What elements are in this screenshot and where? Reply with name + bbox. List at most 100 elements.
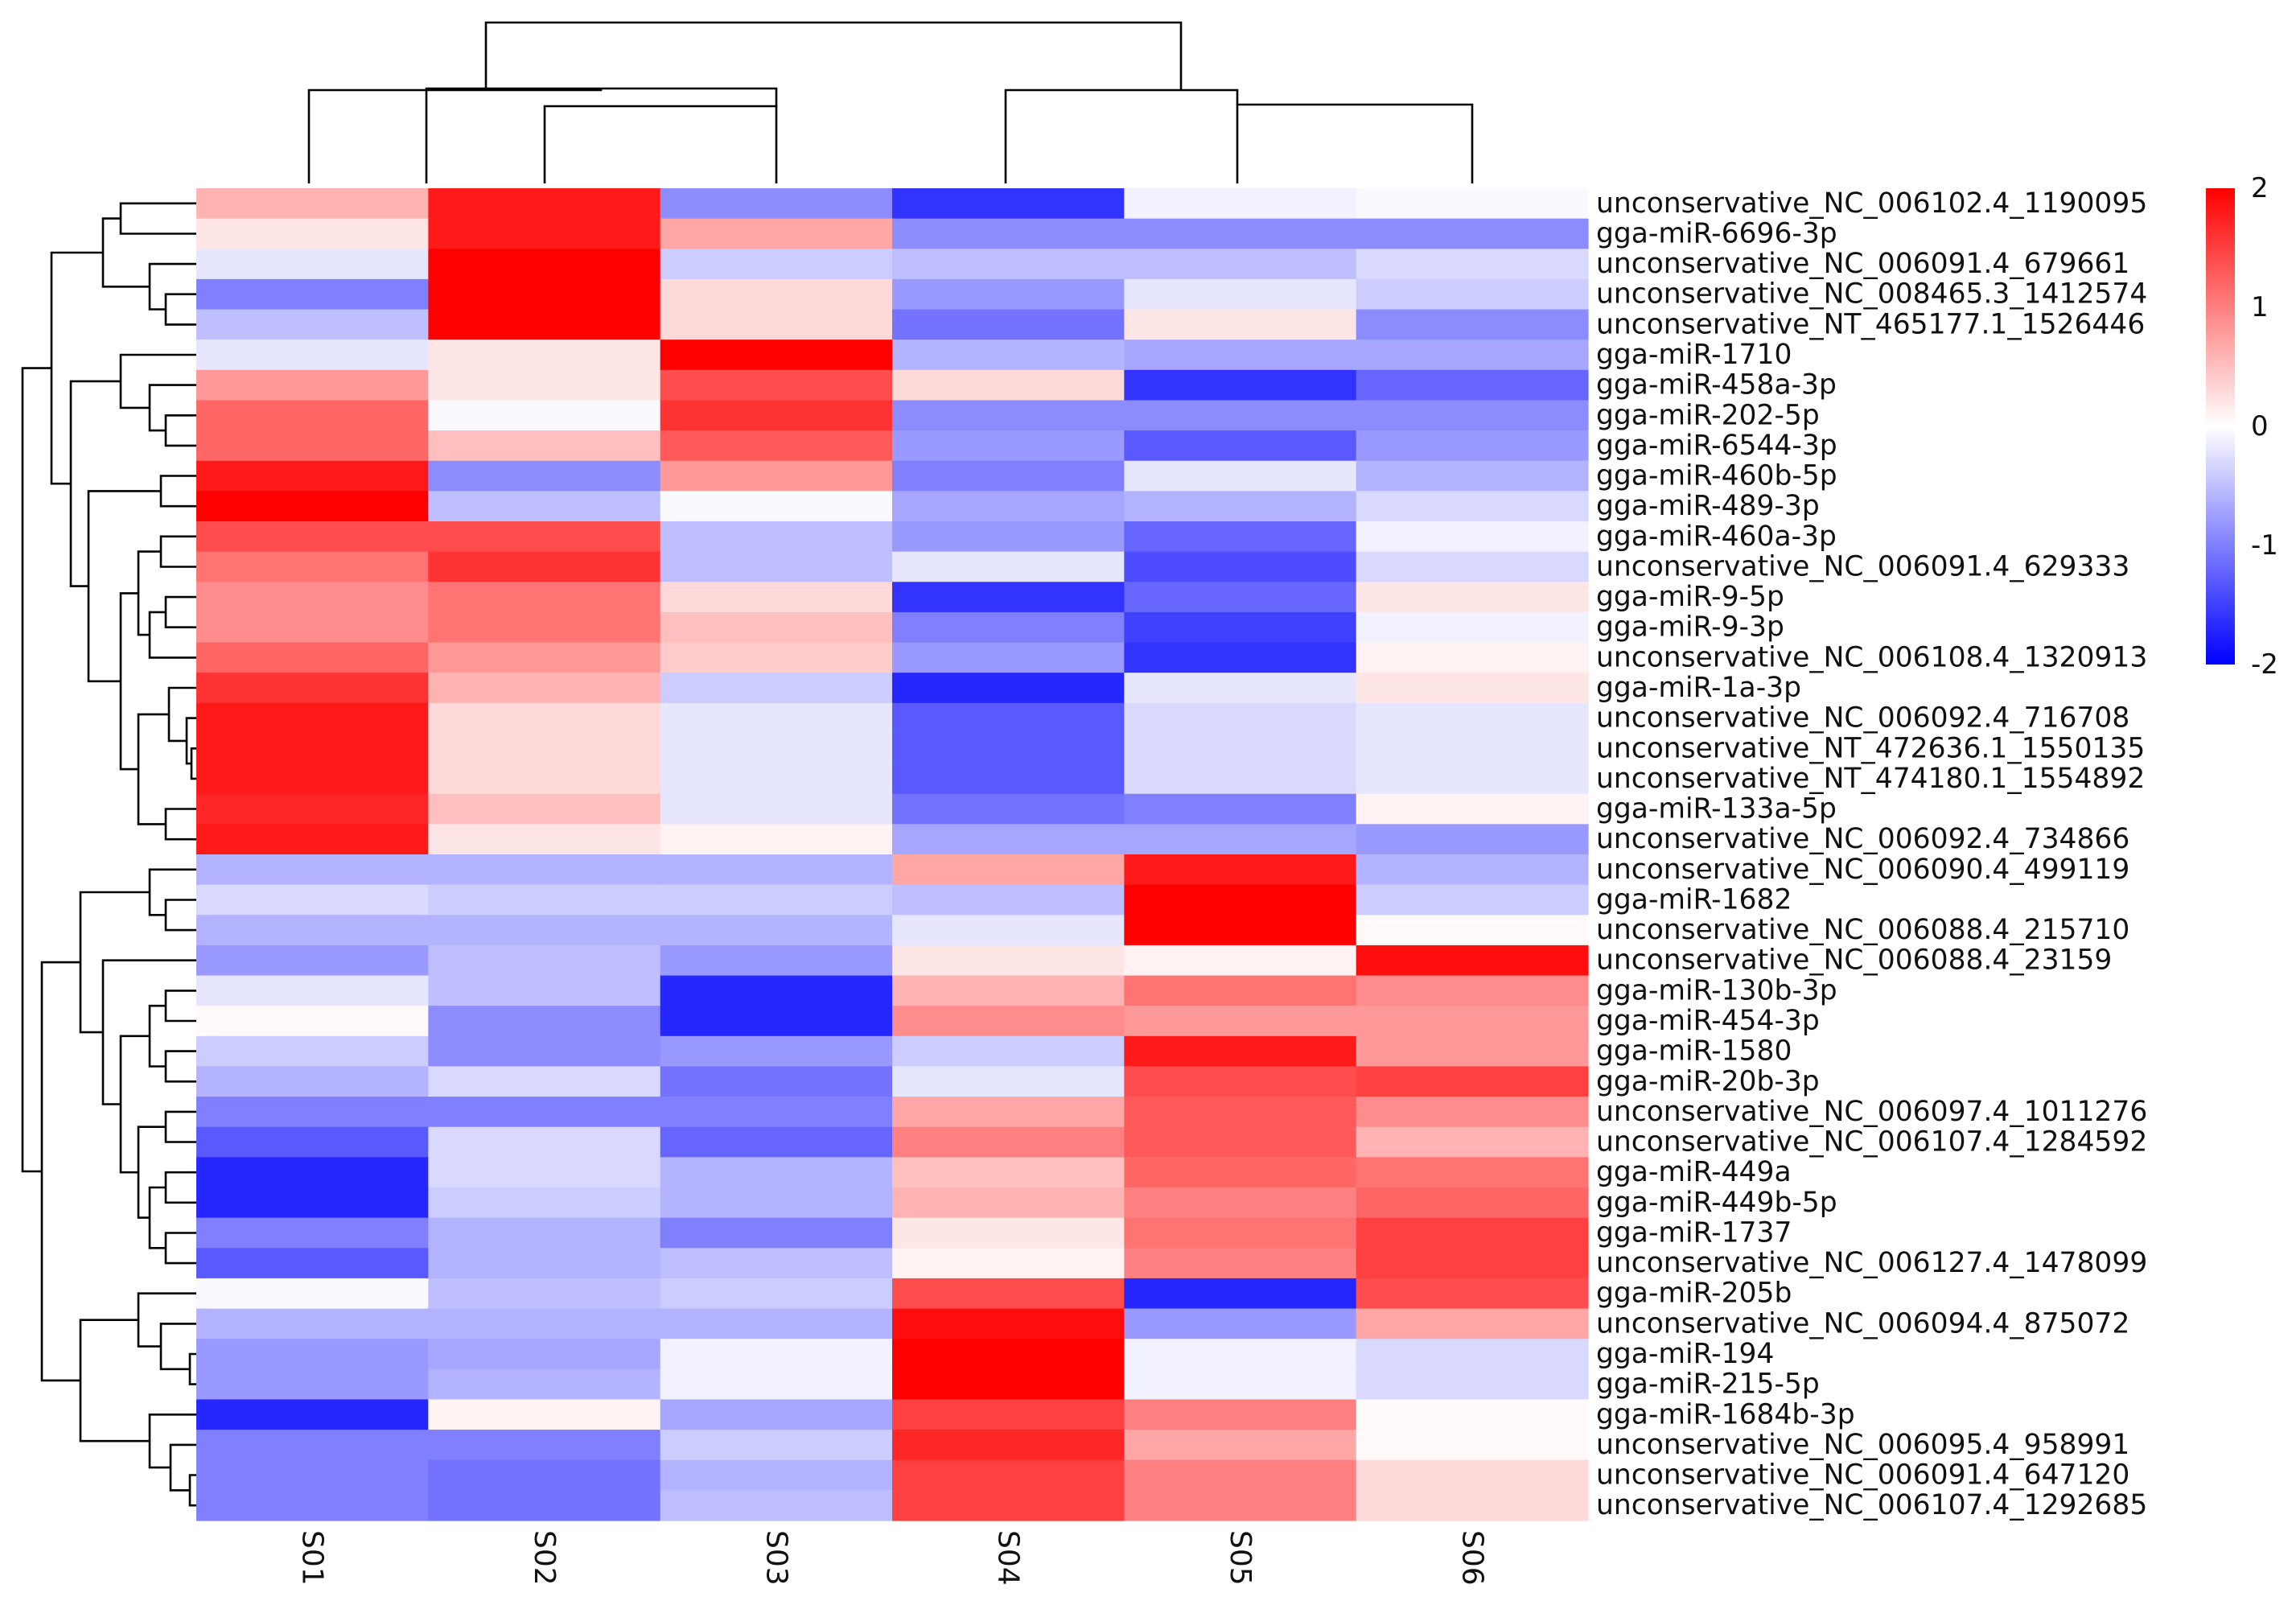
heatmap-cell: [660, 582, 893, 613]
heatmap-cell: [428, 249, 661, 280]
heatmap-cell: [660, 1157, 893, 1188]
row-label: gga-miR-1710: [1596, 339, 1792, 371]
heatmap-cell: [428, 521, 661, 553]
row-label: unconservative_NC_006092.4_716708: [1596, 702, 2129, 735]
heatmap-cell: [660, 824, 893, 855]
dendrogram-branch: [148, 1186, 166, 1249]
dendrogram-branch: [188, 1474, 196, 1507]
heatmap-cell: [1124, 430, 1357, 462]
heatmap-cell: [892, 1248, 1125, 1279]
dendrogram-branch: [164, 808, 196, 841]
heatmap-cell: [660, 188, 893, 220]
heatmap-cell: [892, 1430, 1125, 1461]
heatmap-cell: [892, 521, 1125, 553]
dendrogram-branch: [543, 105, 778, 183]
row-label: gga-miR-20b-3p: [1596, 1065, 1820, 1097]
heatmap-cell: [1356, 854, 1589, 886]
heatmap-cell: [660, 854, 893, 886]
heatmap-cell: [660, 1126, 893, 1158]
heatmap-cell: [892, 642, 1125, 673]
heatmap-cell: [1124, 944, 1357, 977]
heatmap-cell: [660, 1308, 893, 1340]
heatmap-cell: [1124, 1097, 1357, 1128]
heatmap-cell: [1356, 1066, 1589, 1097]
heatmap-cell: [660, 642, 893, 673]
heatmap-cell: [1356, 1248, 1589, 1279]
heatmap-cell: [196, 1035, 429, 1068]
heatmap-cell: [428, 460, 661, 492]
dendrogram-branch: [148, 262, 196, 311]
dendrogram-branch: [148, 1004, 166, 1068]
heatmap-cell: [1356, 218, 1589, 249]
heatmap-cell: [1124, 188, 1357, 220]
heatmap-cell: [1356, 1308, 1589, 1340]
heatmap-cell: [660, 1187, 893, 1219]
heatmap-cell: [892, 793, 1125, 825]
heatmap-cell: [660, 944, 893, 977]
heatmap-cell: [1124, 611, 1357, 644]
row-label: unconservative_NC_006095.4_958991: [1596, 1429, 2129, 1461]
heatmap-cell: [1356, 1399, 1589, 1430]
dendrogram-branch: [164, 414, 196, 447]
heatmap-cell: [428, 1187, 661, 1219]
column-dendrogram: [307, 21, 1474, 183]
heatmap-cell: [1124, 369, 1357, 401]
row-label: gga-miR-1737: [1596, 1216, 1792, 1249]
dendrogram-branch: [169, 1443, 196, 1492]
heatmap-cell: [660, 1006, 893, 1037]
heatmap-cell: [892, 1399, 1125, 1430]
heatmap-cell: [1124, 642, 1357, 673]
heatmap-cell: [892, 824, 1125, 855]
heatmap-cell: [428, 1035, 661, 1068]
row-label: unconservative_NC_006107.4_1292685: [1596, 1489, 2147, 1521]
row-label: gga-miR-458a-3p: [1596, 369, 1837, 401]
heatmap-cell: [1124, 1157, 1357, 1188]
heatmap-cell: [196, 521, 429, 553]
row-label: unconservative_NC_006092.4_734866: [1596, 823, 2129, 855]
heatmap-cell: [892, 1339, 1125, 1370]
heatmap-cell: [428, 733, 661, 764]
heatmap-cell: [892, 975, 1125, 1006]
heatmap-cell: [196, 1126, 429, 1158]
heatmap-cell: [196, 642, 429, 673]
dendrogram-branch: [1236, 103, 1474, 183]
heatmap-cell: [1356, 702, 1589, 735]
heatmap-cell: [892, 582, 1125, 613]
row-label: gga-miR-6696-3p: [1596, 217, 1837, 249]
heatmap-cell: [1356, 1006, 1589, 1037]
dendrogram-branch: [119, 1035, 150, 1174]
heatmap-cell: [1124, 1187, 1357, 1219]
heatmap-cell: [892, 369, 1125, 401]
heatmap-cell: [1124, 793, 1357, 825]
heatmap-cell: [1356, 1430, 1589, 1461]
heatmap-cell: [892, 249, 1125, 280]
heatmap-cell: [196, 218, 429, 249]
heatmap-cell: [428, 1430, 661, 1461]
heatmap-cell: [196, 702, 429, 735]
row-label: gga-miR-1684b-3p: [1596, 1398, 1855, 1430]
dendrogram-branch: [21, 367, 51, 1173]
heatmap-cell: [660, 460, 893, 492]
heatmap-cell: [1356, 278, 1589, 311]
heatmap-cell: [892, 460, 1125, 492]
heatmap-cell: [196, 763, 429, 795]
heatmap-cell: [1124, 975, 1357, 1006]
heatmap-cell: [1356, 793, 1589, 825]
heatmap-cell: [892, 854, 1125, 886]
dendrogram-branch: [159, 475, 196, 508]
heatmap-cell: [660, 702, 893, 735]
dendrogram-branch: [148, 384, 196, 432]
heatmap-cell: [1124, 854, 1357, 886]
heatmap-cell: [892, 1308, 1125, 1340]
heatmap-cell: [892, 218, 1125, 249]
dendrogram-branch: [137, 1126, 166, 1219]
dendrogram-branch: [148, 868, 196, 916]
row-label: gga-miR-449a: [1596, 1156, 1792, 1188]
row-label: unconservative_NC_008465.3_1412574: [1596, 278, 2147, 311]
heatmap-cell: [1356, 521, 1589, 553]
heatmap-cell: [196, 1157, 429, 1188]
heatmap-cell: [428, 793, 661, 825]
heatmap-cell: [1124, 278, 1357, 311]
heatmap-cell: [892, 1459, 1125, 1491]
